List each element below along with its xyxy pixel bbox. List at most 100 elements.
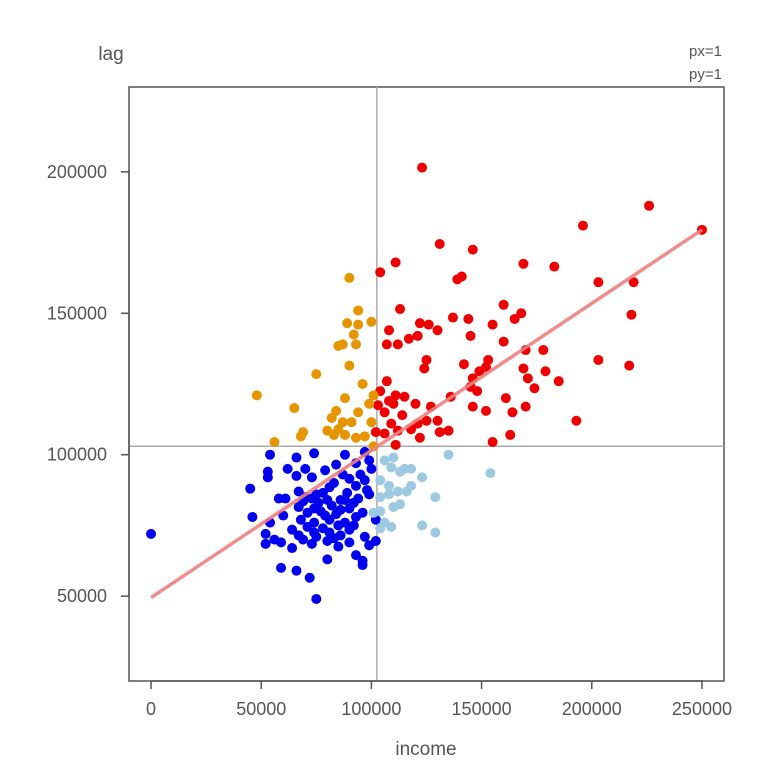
- point-low-low: [339, 494, 350, 505]
- point-low-low: [333, 520, 344, 531]
- point-high-high: [403, 333, 414, 344]
- point-high-high: [379, 428, 390, 439]
- point-low-low: [276, 562, 287, 573]
- x-tick-label: 200000: [562, 699, 622, 719]
- point-low-low: [344, 537, 355, 548]
- corner-note-py: py=1: [689, 66, 722, 83]
- point-low-high: [295, 431, 306, 442]
- point-high-high: [593, 354, 604, 365]
- point-high-low: [375, 475, 386, 486]
- point-low-low: [262, 472, 273, 483]
- point-low-low: [311, 593, 322, 604]
- point-high-high: [522, 373, 533, 384]
- point-high-high: [452, 274, 463, 285]
- point-high-high: [390, 439, 401, 450]
- point-low-high: [350, 339, 361, 350]
- point-low-low: [265, 449, 276, 460]
- y-tick-label: 200000: [47, 162, 107, 182]
- point-high-high: [509, 313, 520, 324]
- y-tick-label: 100000: [47, 445, 107, 465]
- point-high-low: [388, 502, 399, 513]
- point-low-low: [260, 538, 271, 549]
- point-high-high: [463, 313, 474, 324]
- point-high-high: [487, 319, 498, 330]
- reference-lines: [129, 87, 724, 681]
- point-low-low: [245, 483, 256, 494]
- y-tick-label: 150000: [47, 303, 107, 323]
- point-high-high: [498, 299, 509, 310]
- point-high-low: [417, 520, 428, 531]
- point-high-high: [571, 415, 582, 426]
- point-low-high: [346, 417, 357, 428]
- plot-frame: [128, 86, 725, 682]
- x-axis: 0 50000 100000 150000 200000 250000: [146, 680, 732, 719]
- point-high-high: [516, 308, 527, 319]
- point-high-high: [432, 415, 443, 426]
- point-low-low: [350, 480, 361, 491]
- point-high-high: [386, 418, 397, 429]
- point-high-high: [481, 405, 491, 416]
- point-high-high: [553, 376, 564, 387]
- point-high-high: [384, 325, 395, 336]
- point-low-high: [368, 390, 379, 401]
- point-high-high: [423, 319, 434, 330]
- point-high-high: [500, 393, 511, 404]
- y-axis: 50000 100000 150000 200000: [47, 162, 130, 606]
- y-axis-title: lag: [98, 44, 123, 65]
- point-low-low: [276, 537, 287, 548]
- point-high-high: [421, 354, 432, 365]
- point-low-low: [350, 511, 361, 522]
- point-low-high: [289, 403, 300, 414]
- point-low-low: [344, 473, 355, 484]
- point-low-low: [282, 463, 293, 474]
- point-low-high: [339, 429, 350, 440]
- point-high-high: [399, 391, 410, 402]
- corner-note-px: px=1: [689, 43, 722, 60]
- point-low-low: [322, 535, 333, 546]
- point-low-high: [353, 319, 364, 330]
- point-low-high: [342, 318, 353, 329]
- point-low-low: [302, 521, 313, 532]
- point-high-high: [529, 383, 540, 394]
- point-high-high: [467, 401, 478, 412]
- point-high-high: [458, 359, 469, 370]
- point-high-high: [507, 407, 518, 418]
- point-high-high: [381, 339, 392, 350]
- point-low-low: [293, 502, 304, 513]
- point-low-high: [366, 417, 377, 428]
- point-low-low: [344, 524, 355, 535]
- point-high-high: [624, 360, 635, 371]
- point-high-high: [540, 366, 551, 377]
- point-low-high: [311, 369, 322, 380]
- point-low-low: [364, 540, 375, 551]
- point-high-high: [414, 432, 425, 443]
- point-low-low: [295, 514, 306, 525]
- point-high-high: [388, 398, 399, 409]
- regression-line-path: [150, 228, 703, 600]
- point-low-low: [366, 463, 377, 474]
- point-low-low: [280, 493, 291, 504]
- point-low-low: [260, 528, 271, 539]
- point-low-low: [291, 565, 302, 576]
- point-high-high: [390, 390, 401, 401]
- point-low-low: [359, 475, 370, 486]
- point-low-low: [247, 511, 258, 522]
- point-high-low: [375, 492, 386, 503]
- point-high-high: [443, 425, 454, 436]
- point-high-low: [417, 472, 428, 483]
- point-high-high: [381, 376, 392, 387]
- point-high-low: [368, 507, 379, 518]
- point-high-high: [397, 410, 408, 421]
- point-low-low: [357, 560, 368, 571]
- point-low-high: [357, 379, 368, 389]
- point-low-low: [146, 528, 157, 539]
- point-low-low: [333, 541, 344, 552]
- point-low-low: [324, 514, 335, 525]
- point-low-high: [328, 429, 339, 440]
- point-low-low: [309, 448, 320, 459]
- point-low-low: [291, 452, 302, 463]
- point-high-low: [395, 466, 406, 477]
- point-high-high: [410, 398, 421, 409]
- point-high-low: [430, 527, 441, 538]
